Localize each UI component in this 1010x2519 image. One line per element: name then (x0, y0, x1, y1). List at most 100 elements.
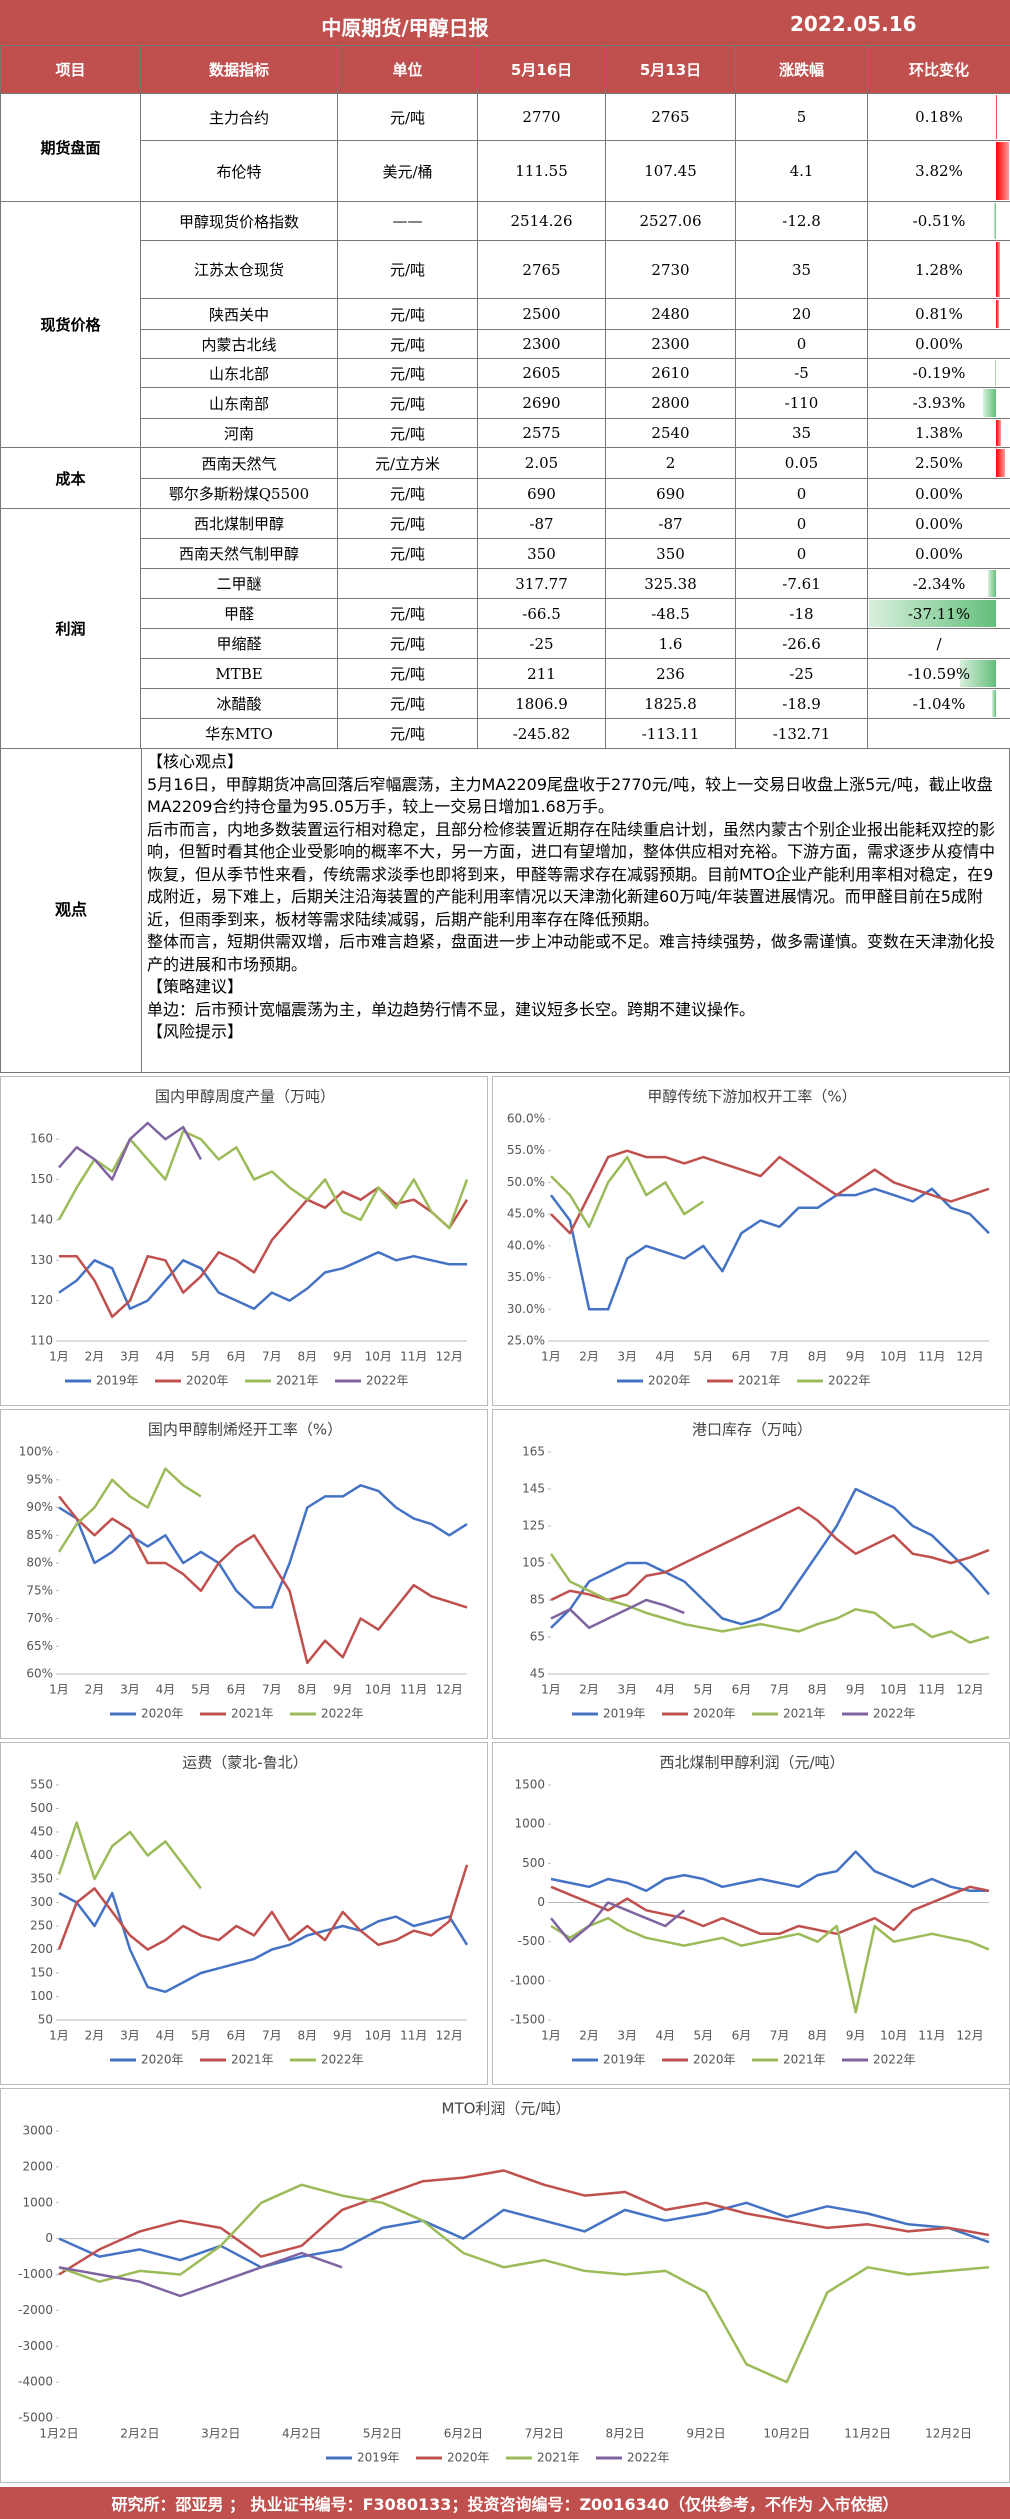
x-tick-label: 1月 (541, 2029, 561, 2043)
legend-label: 2019年 (603, 2053, 646, 2067)
cell: 20 (735, 298, 868, 330)
x-tick-label: 11月 (918, 2029, 945, 2043)
cell: -0.19% (867, 358, 1010, 388)
cell: -113.11 (605, 718, 736, 749)
series-line (57, 1129, 469, 1230)
y-tick-label: 160 (30, 1132, 53, 1146)
x-tick-label: 3月 (120, 2029, 140, 2043)
cell: 1.6 (605, 628, 736, 659)
cell: -132.71 (735, 718, 868, 749)
change-pct: 0.00% (915, 544, 963, 563)
cell: 690 (477, 478, 606, 509)
cell: 2575 (477, 418, 606, 448)
cell: 元/吨 (337, 688, 478, 719)
cell: 325.38 (605, 568, 736, 599)
cell-text: 0 (796, 544, 807, 563)
cell: 111.55 (477, 140, 606, 202)
cell-text: 111.55 (515, 162, 568, 180)
y-tick-label: -1500 (510, 2013, 545, 2027)
x-tick-label: 1月 (541, 1350, 561, 1364)
column-header: 项目 (0, 45, 141, 94)
cell: 元/吨 (337, 508, 478, 539)
cell-text: 元/吨 (389, 424, 426, 443)
x-tick-label: 7月 (262, 2029, 282, 2043)
cell: 元/吨 (337, 718, 478, 749)
y-tick-label: 85% (26, 1528, 53, 1542)
change-pct: 0.18% (915, 108, 963, 126)
x-tick-label: 10月 (365, 1683, 392, 1697)
change-pct: 1.38% (915, 424, 963, 442)
x-tick-label: 7月 (770, 1350, 790, 1364)
cell-text: -110 (784, 394, 819, 412)
y-tick-label: 150 (30, 1966, 53, 1980)
legend-label: 2021年 (783, 1707, 826, 1721)
legend-label: 2020年 (648, 1374, 691, 1388)
cell: 元/吨 (337, 478, 478, 509)
data-row: 西南天然气制甲醇 元/吨 350 350 0 0.00% (1, 538, 1010, 569)
cell: 河南 (140, 418, 338, 448)
cell-text: 350 (527, 544, 556, 563)
cell-text: 元/立方米 (374, 454, 441, 473)
opinion-paragraph: 5月16日，甲醇期货冲高回落后窄幅震荡，主力MA2209尾盘收于2770元/吨，… (147, 774, 993, 817)
y-tick-label: 500 (522, 1856, 545, 1870)
change-pct: 3.82% (915, 162, 963, 180)
series-line (58, 2201, 990, 2269)
x-tick-label: 5月 (694, 1350, 714, 1364)
chart-title: 国内甲醇制烯烃开工率（%） (148, 1421, 342, 1439)
cell-text: 5 (796, 108, 807, 126)
data-row: 成本 西南天然气 元/立方米 2.05 2 0.05 2.50% (0, 447, 1010, 509)
cell-text: 35 (791, 424, 812, 442)
cell: 5 (735, 93, 868, 141)
y-tick-label: 105 (522, 1556, 545, 1570)
cell: 鄂尔多斯粉煤Q5500 (140, 478, 338, 509)
footer: 研究所：邵亚男 ； 执业证书编号：F3080133；投资咨询编号：Z001634… (0, 2487, 1010, 2519)
cell: 2300 (477, 329, 606, 359)
cell-text: 布伦特 (216, 162, 262, 181)
change-bar (996, 242, 1001, 297)
legend-label: 2019年 (96, 1374, 139, 1388)
x-tick-label: 2月 (85, 2029, 105, 2043)
chart-title: 国内甲醇周度产量（万吨） (155, 1088, 335, 1106)
cell-text: 325.38 (644, 574, 697, 593)
change-pct: 0.00% (915, 484, 963, 503)
cell: 元/吨 (337, 598, 478, 629)
x-tick-label: 9月 (333, 2029, 353, 2043)
x-tick-label: 12月 (436, 1683, 463, 1697)
cell: 0.00% (867, 329, 1010, 359)
cell-text: 华东MTO (205, 725, 273, 743)
cell: 0.18% (867, 93, 1010, 141)
cell: 35 (735, 240, 868, 299)
x-tick-label: 8月 (808, 1683, 828, 1697)
cell: 35 (735, 418, 868, 448)
y-tick-label: 60.0% (507, 1112, 545, 1126)
cell: -110 (735, 387, 868, 419)
series-line (550, 1506, 990, 1602)
cell-text: 2480 (651, 305, 690, 323)
series-line (57, 1821, 202, 1890)
cell-text: 西南天然气 (201, 454, 277, 473)
column-header: 环比变化 (867, 45, 1010, 94)
section-name: 现货价格 (0, 201, 141, 448)
y-tick-label: 55.0% (507, 1143, 545, 1157)
series-line (57, 1864, 469, 1951)
chart: 西北煤制甲醇利润（元/吨） -1500 -1000 -500 0 500 1000 1500 1… (510, 1754, 990, 2067)
cell-text: 2690 (522, 394, 561, 412)
cell: -10.59% (867, 658, 1010, 689)
cell-text: 冰醋酸 (216, 695, 262, 713)
chart: MTO利润（元/吨） -5000 -4000 -3000 -2000 -1000 0 1000… (18, 2100, 990, 2465)
change-pct: 2.50% (915, 454, 963, 472)
y-tick-label: -2000 (18, 2303, 53, 2317)
y-tick-label: 85 (530, 1593, 545, 1607)
series-line (550, 1916, 990, 2014)
y-tick-label: 45 (530, 1667, 545, 1681)
chart-box: 国内甲醇制烯烃开工率（%） 60% 65% 70% 75% 80% 85% 90% 95% 100… (0, 1409, 488, 1739)
y-tick-label: 1000 (514, 1817, 545, 1831)
chart: 甲醇传统下游加权开工率（%） 25.0% 30.0% 35.0% 40.0% 45.0% 5… (507, 1088, 990, 1388)
y-tick-label: 70% (26, 1611, 53, 1625)
cell: 2514.26 (477, 201, 606, 241)
data-row: 现货价格 甲醇现货价格指数 —— 2514.26 2527.06 -12.8 -0.51% (0, 201, 1010, 448)
series-line (550, 1598, 685, 1630)
cell: 甲醇现货价格指数 (140, 201, 338, 241)
cell: 元/吨 (337, 240, 478, 299)
data-row: 华东MTO 元/吨 -245.82 -113.11 -132.71 (1, 718, 1010, 749)
